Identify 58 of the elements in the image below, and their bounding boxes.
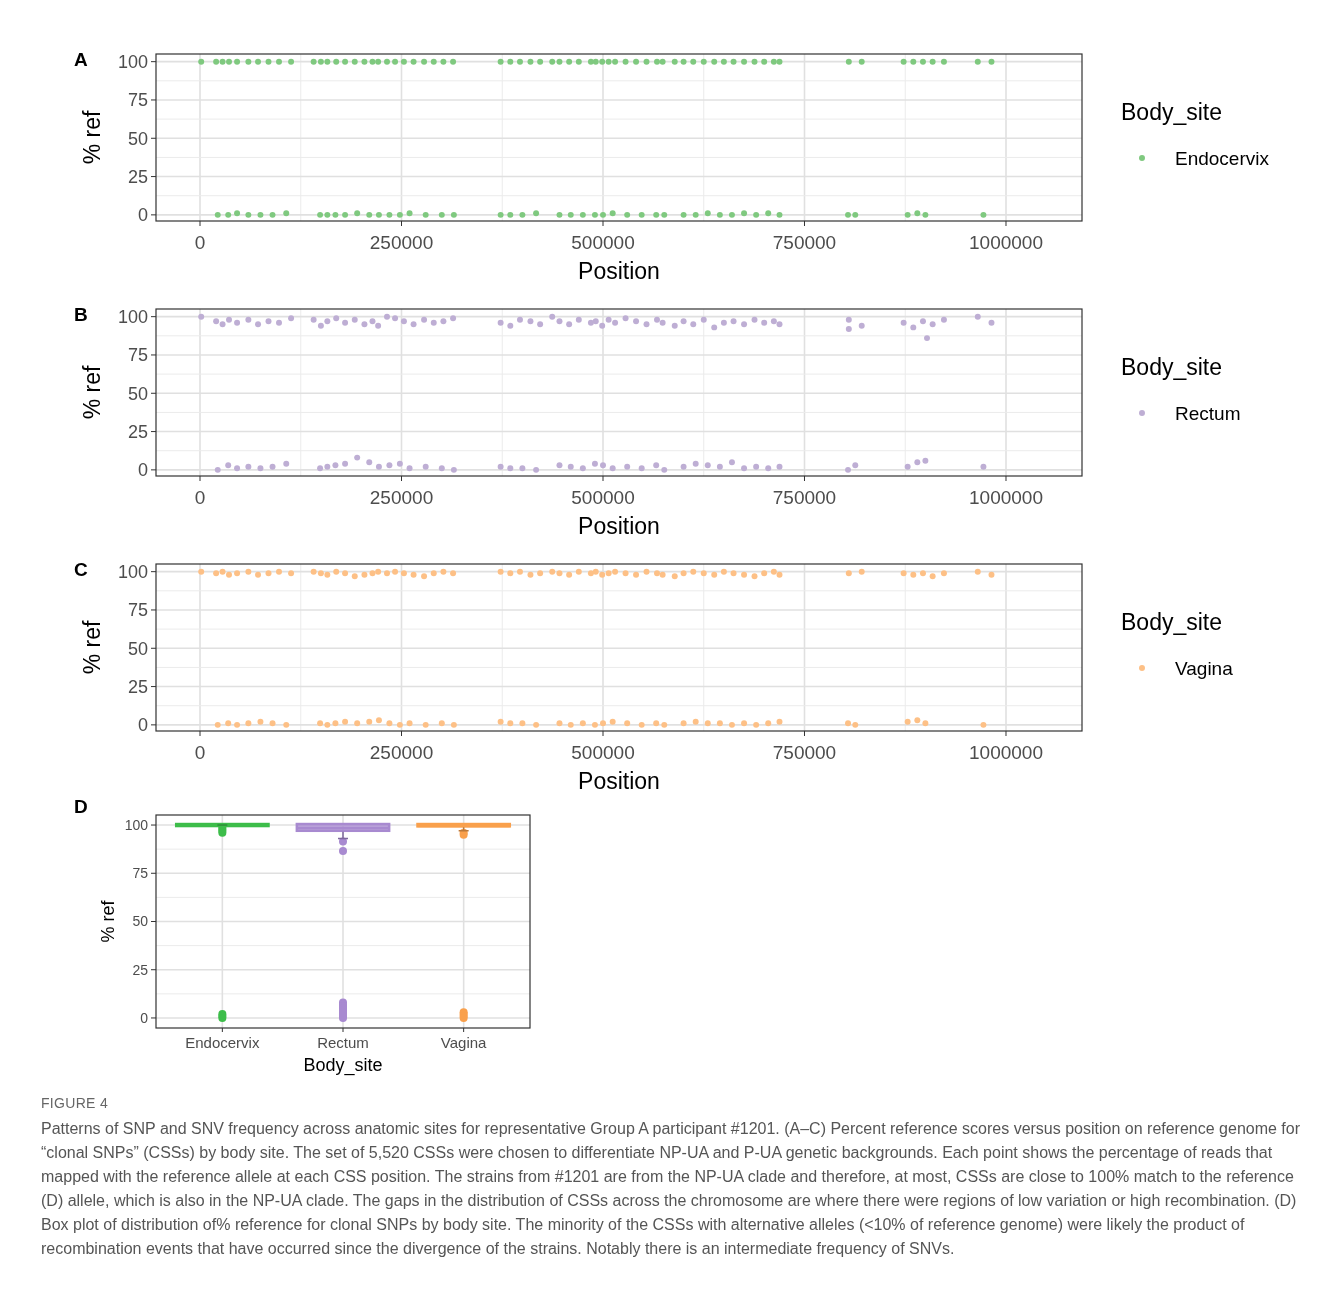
y-tick-label: 25 xyxy=(127,421,148,442)
x-axis-title: Position xyxy=(578,768,660,794)
x-tick-label: Endocervix xyxy=(185,1034,260,1051)
x-tick-label: 0 xyxy=(194,487,206,508)
y-axis-title: % ref xyxy=(79,365,105,420)
x-tick-label: 750000 xyxy=(772,742,837,763)
text: Patterns of SNP and SNV frequency across anatomic sites for representative Group A participant #1201. (A–C) Percent reference scores versus position on reference genome for “clonal SNPs” (CSSs) by body site. The set of 5,520 CSSs were chosen to differentiate NP-UA and P-UA genetic backgrounds. Each point shows the percentage of reads that mapped with the reference allele at each CSS position. The strains from #1201 are from the NP-UA clade and therefore, at most, CSSs are close to 100% match to the reference (D) allele, which is also in the NP-UA clade. The gaps in the distribution of CSSs across the chromosome are where there were regions of low variation or high recombination. (D) Box plot of distribution of% reference for clonal SNPs by body site. The minority of the CSSs with alternative alleles (<10% of reference genome) were likely the product of recombination events that have occurred since the divergence of the strains. Notably there is an intermediate frequency of SNVs. xyxy=(41,1120,1301,1257)
chart-title: C xyxy=(74,559,88,580)
x-tick-label: 750000 xyxy=(772,232,837,253)
legend-label: Vagina xyxy=(1175,657,1234,679)
x-tick-label: 250000 xyxy=(369,742,434,763)
x-tick-label: 1000000 xyxy=(969,232,1043,253)
y-tick-label: 0 xyxy=(137,715,148,736)
x-tick-label: 500000 xyxy=(571,487,635,508)
y-tick-label: 75 xyxy=(127,600,148,621)
x-axis-title: Body_site xyxy=(303,1055,383,1076)
y-axis-title: % ref xyxy=(79,620,105,675)
x-axis-title: Position xyxy=(578,258,660,284)
y-tick-label: 100 xyxy=(117,306,148,327)
y-tick-label: 0 xyxy=(140,1009,149,1026)
y-tick-label: 25 xyxy=(132,961,149,978)
chart-title: B xyxy=(74,304,88,325)
y-tick-label: 100 xyxy=(117,51,148,72)
y-tick-label: 25 xyxy=(127,676,148,697)
legend-title: Body_site xyxy=(1121,99,1223,125)
x-tick-label: 0 xyxy=(194,742,206,763)
x-tick-label: 1000000 xyxy=(969,487,1043,508)
x-tick-label: Rectum xyxy=(317,1034,369,1051)
x-tick-label: 1000000 xyxy=(969,742,1043,763)
y-tick-label: 50 xyxy=(127,638,148,659)
chart-title: D xyxy=(74,796,88,817)
y-tick-label: 25 xyxy=(127,166,148,187)
y-tick-label: 50 xyxy=(127,128,148,149)
y-tick-label: 50 xyxy=(132,913,149,930)
x-tick-label: Vagina xyxy=(440,1034,488,1051)
chart-title: A xyxy=(74,49,88,70)
x-tick-label: 250000 xyxy=(369,487,434,508)
y-tick-label: 75 xyxy=(127,90,148,111)
legend-title: Body_site xyxy=(1121,609,1223,635)
x-tick-label: 750000 xyxy=(772,487,837,508)
y-axis-title: % ref xyxy=(79,110,105,165)
legend-title: Body_site xyxy=(1121,354,1223,380)
x-axis-title: Position xyxy=(578,513,660,539)
y-axis-title: % ref xyxy=(98,899,118,943)
y-tick-label: 100 xyxy=(124,816,149,833)
y-tick-label: 50 xyxy=(127,383,148,404)
y-tick-label: 75 xyxy=(127,345,148,366)
x-tick-label: 500000 xyxy=(571,232,635,253)
x-tick-label: 0 xyxy=(194,232,206,253)
y-tick-label: 0 xyxy=(137,460,148,481)
x-tick-label: 250000 xyxy=(369,232,434,253)
y-tick-label: 0 xyxy=(137,205,148,226)
legend-label: Rectum xyxy=(1175,402,1241,424)
y-tick-label: 75 xyxy=(132,865,149,882)
x-tick-label: 500000 xyxy=(571,742,635,763)
caption: FIGURE 4 xyxy=(41,1095,108,1111)
legend-label: Endocervix xyxy=(1175,147,1270,169)
y-tick-label: 100 xyxy=(117,561,148,582)
